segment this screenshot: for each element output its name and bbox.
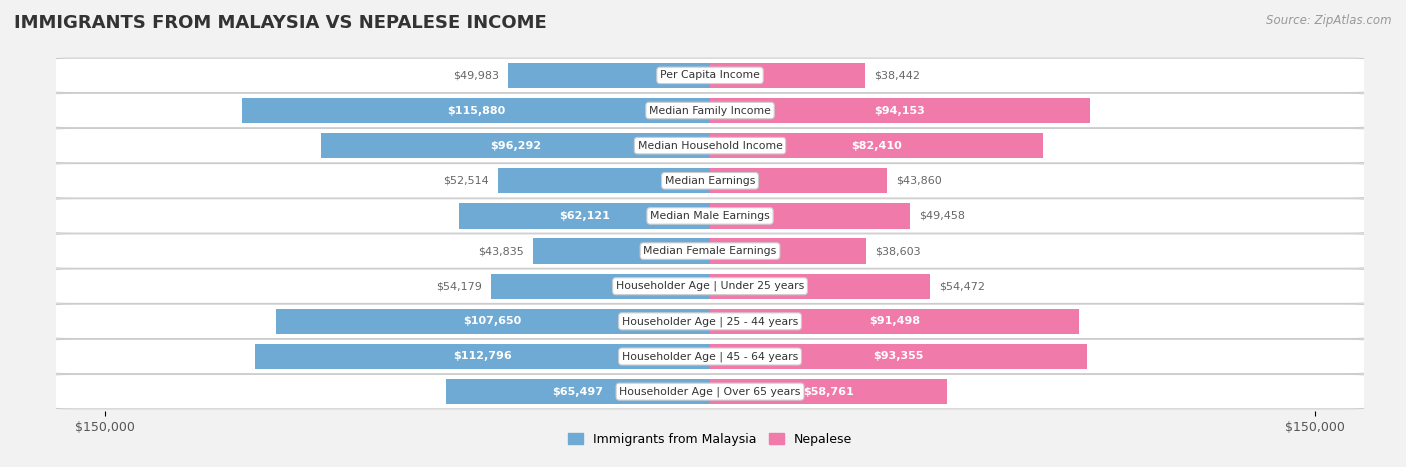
- Text: $93,355: $93,355: [873, 352, 924, 361]
- Bar: [460, 203, 710, 228]
- Bar: [446, 379, 710, 404]
- Bar: [276, 309, 710, 334]
- Text: Householder Age | 25 - 44 years: Householder Age | 25 - 44 years: [621, 316, 799, 326]
- Text: Per Capita Income: Per Capita Income: [659, 71, 761, 80]
- FancyBboxPatch shape: [51, 269, 1369, 304]
- Text: $58,761: $58,761: [803, 387, 853, 396]
- Text: Householder Age | Under 25 years: Householder Age | Under 25 years: [616, 281, 804, 291]
- Bar: [710, 379, 948, 404]
- Text: Median Family Income: Median Family Income: [650, 106, 770, 115]
- FancyBboxPatch shape: [51, 304, 1369, 339]
- Text: $65,497: $65,497: [553, 387, 603, 396]
- Bar: [710, 344, 1087, 369]
- Text: $94,153: $94,153: [875, 106, 925, 115]
- Bar: [710, 168, 887, 193]
- Text: Median Earnings: Median Earnings: [665, 176, 755, 186]
- Text: Householder Age | Over 65 years: Householder Age | Over 65 years: [619, 386, 801, 397]
- FancyBboxPatch shape: [51, 58, 1369, 92]
- Text: IMMIGRANTS FROM MALAYSIA VS NEPALESE INCOME: IMMIGRANTS FROM MALAYSIA VS NEPALESE INC…: [14, 14, 547, 32]
- Bar: [322, 133, 710, 158]
- FancyBboxPatch shape: [51, 93, 1369, 128]
- FancyBboxPatch shape: [51, 163, 1369, 198]
- Bar: [491, 274, 710, 299]
- Bar: [710, 274, 929, 299]
- Bar: [498, 168, 710, 193]
- FancyBboxPatch shape: [51, 234, 1369, 268]
- Text: $91,498: $91,498: [869, 316, 920, 326]
- FancyBboxPatch shape: [51, 339, 1369, 374]
- Text: Median Female Earnings: Median Female Earnings: [644, 246, 776, 256]
- Bar: [710, 133, 1043, 158]
- Text: $52,514: $52,514: [443, 176, 489, 186]
- Bar: [710, 239, 866, 264]
- Bar: [710, 98, 1090, 123]
- Text: $82,410: $82,410: [851, 141, 901, 151]
- Bar: [710, 309, 1080, 334]
- FancyBboxPatch shape: [51, 128, 1369, 163]
- Text: $43,860: $43,860: [896, 176, 942, 186]
- Text: $96,292: $96,292: [491, 141, 541, 151]
- Bar: [254, 344, 710, 369]
- Text: Median Household Income: Median Household Income: [637, 141, 783, 151]
- Text: Median Male Earnings: Median Male Earnings: [650, 211, 770, 221]
- FancyBboxPatch shape: [51, 199, 1369, 233]
- Text: $112,796: $112,796: [453, 352, 512, 361]
- Text: $49,983: $49,983: [453, 71, 499, 80]
- FancyBboxPatch shape: [51, 375, 1369, 409]
- Text: $62,121: $62,121: [560, 211, 610, 221]
- Text: Source: ZipAtlas.com: Source: ZipAtlas.com: [1267, 14, 1392, 27]
- Bar: [509, 63, 710, 88]
- Bar: [242, 98, 710, 123]
- Bar: [533, 239, 710, 264]
- Text: $38,442: $38,442: [875, 71, 921, 80]
- Legend: Immigrants from Malaysia, Nepalese: Immigrants from Malaysia, Nepalese: [562, 428, 858, 451]
- Text: $54,179: $54,179: [436, 281, 482, 291]
- Text: Householder Age | 45 - 64 years: Householder Age | 45 - 64 years: [621, 351, 799, 362]
- Bar: [710, 63, 865, 88]
- Text: $49,458: $49,458: [918, 211, 965, 221]
- Text: $43,835: $43,835: [478, 246, 524, 256]
- Text: $115,880: $115,880: [447, 106, 505, 115]
- Text: $54,472: $54,472: [939, 281, 986, 291]
- Bar: [710, 203, 910, 228]
- Text: $38,603: $38,603: [875, 246, 921, 256]
- Text: $107,650: $107,650: [464, 316, 522, 326]
